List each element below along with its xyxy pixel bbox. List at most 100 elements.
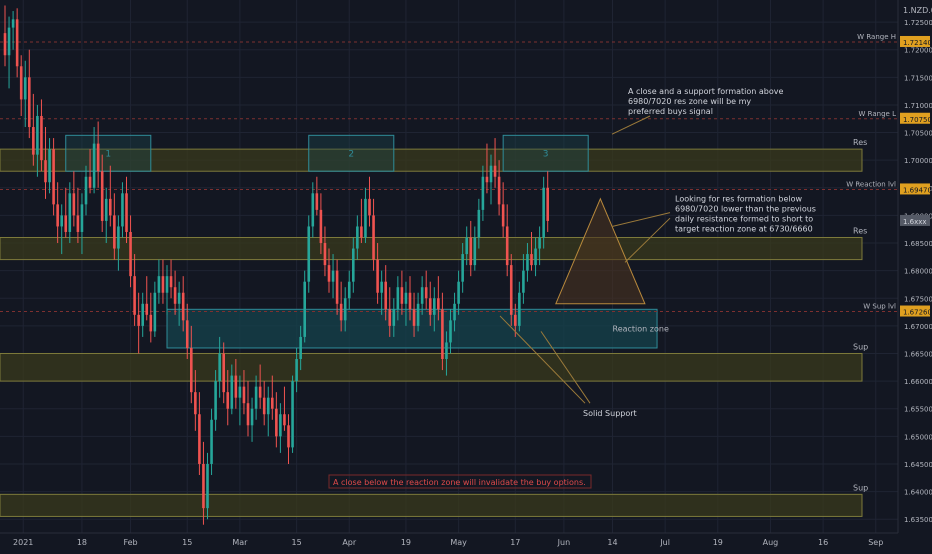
target-triangle [555, 197, 646, 305]
candle-body [161, 276, 165, 293]
zone-rect [0, 237, 863, 261]
candle-body [19, 66, 23, 100]
price-tick-label: 1.65000 [904, 433, 932, 441]
price-tick-label: 1.68000 [904, 268, 932, 276]
price-axis[interactable]: 1.72500 1.72000 1.71500 1.71000 1.70500 1.700… [897, 0, 932, 550]
candle-body [538, 237, 541, 249]
price-tick-label: 1.63500 [904, 516, 932, 524]
level-badge [900, 305, 930, 317]
annotation-invalidate: A close below the reaction zone will inv… [333, 478, 586, 487]
level-badge-text: 1.67260 [903, 309, 932, 317]
candle-body [481, 176, 485, 210]
candle-body [52, 149, 55, 205]
candle-body [153, 292, 157, 332]
candle-body [275, 408, 278, 437]
zone-label: Res [853, 138, 867, 147]
current-price-text: 1.6xxx [903, 218, 927, 226]
candle-body [339, 303, 343, 321]
candle-body [473, 237, 477, 266]
zone-rect [0, 148, 863, 172]
candle-body [489, 165, 493, 183]
candle-body [254, 386, 258, 409]
candle-body [279, 414, 282, 437]
candle-body [36, 115, 39, 155]
candle-body [11, 19, 15, 28]
zone-rect [0, 493, 863, 517]
candle-body [198, 414, 201, 464]
annotation-buy-signal: A close and a support formation above [628, 87, 783, 96]
pattern-box [502, 134, 589, 172]
candle-body [258, 386, 262, 398]
level-badge [900, 112, 930, 124]
time-tick-label: 16 [818, 538, 828, 547]
price-tick-label: 1.72000 [904, 47, 932, 55]
candle-body [190, 347, 193, 393]
candle-body [295, 359, 298, 382]
candle-body [477, 209, 481, 238]
candle-body [327, 265, 331, 282]
reaction-zone-rect [166, 308, 658, 349]
price-tick-label: 1.66500 [904, 350, 932, 358]
candle-body [505, 226, 509, 266]
pattern-box-label: 2 [348, 149, 354, 159]
price-tick-label: 1.65500 [904, 406, 932, 414]
candle-body [283, 414, 286, 426]
level-badge [900, 35, 930, 47]
candle-body [445, 342, 448, 360]
candle-body [44, 160, 47, 183]
candle-body [234, 375, 238, 398]
candle-body [428, 298, 432, 315]
candle-body [287, 425, 290, 448]
candle-body [242, 386, 246, 404]
candle-body [80, 204, 84, 232]
price-tick-label: 1.68500 [904, 240, 932, 248]
candle-body [433, 298, 436, 315]
price-tick-label: 1.64500 [904, 461, 932, 469]
candle-body [206, 463, 209, 509]
candle-body [457, 281, 460, 304]
candle-body [461, 254, 464, 282]
candle-body [400, 287, 404, 304]
candle-body [335, 270, 339, 304]
arrow-solid-support-1 [499, 315, 586, 404]
candle-body [526, 254, 529, 271]
candle-body [352, 248, 355, 282]
candle-body [230, 375, 234, 409]
candle-body [368, 198, 371, 216]
candle-body [125, 193, 128, 232]
time-tick-label: Apr [342, 538, 357, 547]
time-axis[interactable]: 2021 18 Feb 15 Mar 15 Apr 19 May 17 Jun 14 Jul 19 Aug 1… [0, 532, 898, 547]
price-tick-label: 1.67500 [904, 295, 932, 303]
price-tick-label: 1.72500 [904, 19, 932, 27]
candle-body [412, 309, 416, 326]
candle-body [76, 215, 80, 232]
arrow-buy-signal [611, 115, 651, 135]
zone-label: Sup [853, 342, 868, 351]
candle-body [84, 176, 88, 205]
time-tick-label: Feb [123, 538, 137, 547]
candle-body [493, 165, 497, 177]
candle-body [319, 209, 323, 244]
boxes-layer: 1 2 3 [65, 134, 589, 172]
candle-body [291, 381, 294, 448]
annotation-res-formation: Looking for res formation below [675, 195, 802, 204]
candle-body [311, 193, 315, 227]
candle-body [145, 303, 149, 315]
time-tick-label: 19 [401, 538, 411, 547]
candle-body [396, 287, 400, 310]
level-badge-text: 1.69470 [903, 186, 932, 194]
pattern-box [308, 134, 395, 172]
candle-body [185, 320, 189, 348]
candle-body [15, 19, 19, 67]
price-tick-label: 1.64000 [904, 489, 932, 497]
candle-body [250, 408, 254, 426]
price-tick-label: 1.71500 [904, 74, 932, 82]
candle-body [271, 397, 274, 409]
candle-body [380, 281, 383, 293]
annotation-res-formation: 6980/7020 lower than the previous [675, 205, 816, 214]
candle-body [347, 281, 351, 299]
symbol-label: 1.NZD.0 [903, 6, 932, 15]
candle-body [7, 27, 11, 56]
time-tick-label: 15 [182, 538, 192, 547]
